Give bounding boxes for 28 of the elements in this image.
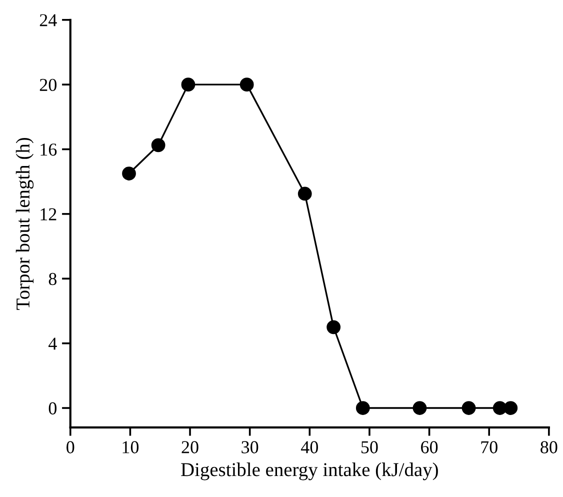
x-tick-label: 20 — [182, 441, 198, 454]
point — [504, 401, 518, 415]
y-axis-title: Torpor bout length (h) — [16, 138, 34, 310]
point — [356, 401, 370, 415]
x-tick-label: 30 — [242, 441, 258, 454]
point — [298, 186, 312, 201]
y-tick-label: 8 — [48, 272, 56, 286]
point — [412, 401, 427, 415]
x-tick-label: 60 — [421, 441, 438, 454]
x-tick-label: 10 — [122, 441, 139, 454]
point — [151, 138, 166, 152]
y-tick-label: 16 — [40, 144, 57, 156]
x-tick-label: 40 — [300, 441, 318, 454]
x-tick-label: 80 — [540, 441, 558, 454]
point — [326, 320, 341, 334]
y-tick-label: 20 — [40, 78, 56, 92]
point — [181, 78, 196, 92]
x-tick-label: 70 — [481, 441, 498, 454]
y-tick-label: 0 — [48, 402, 56, 414]
x-axis-title: Digestible energy intake (kJ/day) — [181, 462, 438, 480]
x-tick-label: 50 — [361, 441, 378, 454]
point — [122, 166, 136, 180]
x-tick-label: 0 — [66, 441, 74, 454]
point — [240, 78, 254, 92]
y-tick-label: 4 — [48, 338, 57, 350]
y-tick-label: 24 — [40, 14, 57, 26]
y-tick-label: 12 — [40, 208, 56, 220]
point — [462, 401, 476, 415]
